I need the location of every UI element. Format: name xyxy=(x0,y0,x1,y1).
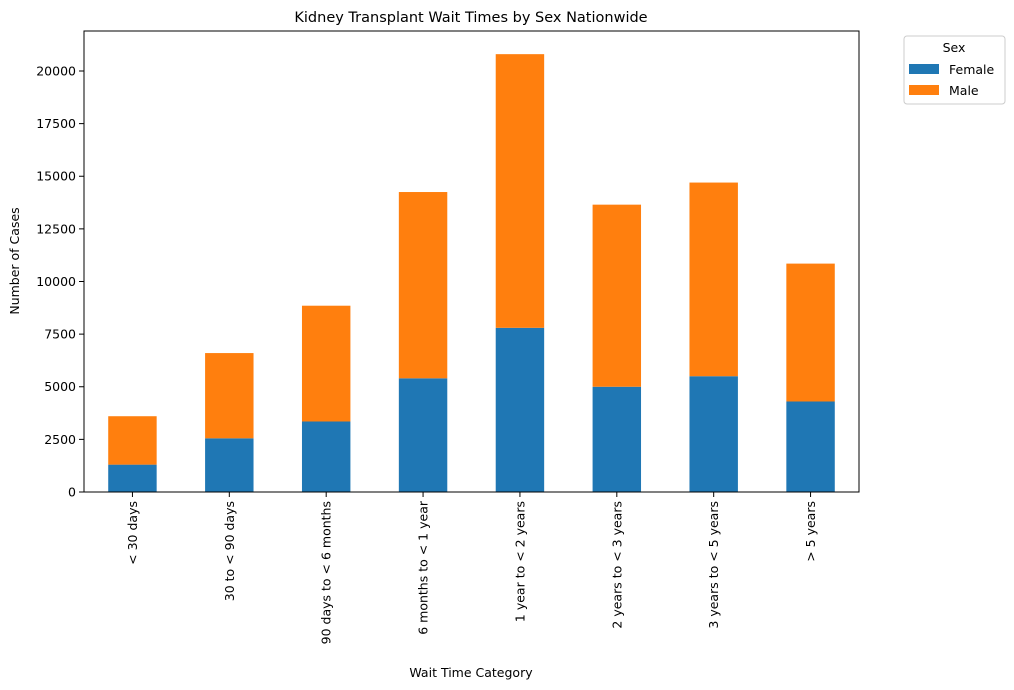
bar-female-5 xyxy=(592,386,642,492)
legend-label-female: Female xyxy=(949,62,995,77)
bar-male-0 xyxy=(108,416,157,465)
bar-female-7 xyxy=(786,401,835,492)
x-axis-label: Wait Time Category xyxy=(409,665,533,680)
legend-swatch-female xyxy=(909,64,939,74)
legend-items: Female Male xyxy=(909,62,995,98)
y-tick-label: 15000 xyxy=(36,169,76,184)
legend-label-male: Male xyxy=(949,83,979,98)
y-tick-label: 2500 xyxy=(44,432,76,447)
bars-group xyxy=(108,54,835,492)
bar-female-4 xyxy=(495,327,545,492)
y-tick-label: 12500 xyxy=(36,221,76,236)
y-axis-label: Number of Cases xyxy=(7,207,22,314)
x-ticks-group: < 30 days 30 to < 90 days 90 days to < 6 m… xyxy=(125,492,818,644)
legend: Sex Female Male xyxy=(903,35,1006,105)
x-tick-label: 3 years to < 5 years xyxy=(706,501,721,629)
x-tick-label: 1 year to < 2 years xyxy=(512,501,527,622)
x-tick-label: 90 days to < 6 months xyxy=(319,501,334,644)
legend-swatch-male xyxy=(909,85,939,95)
bar-male-4 xyxy=(495,54,545,328)
y-tick-label: 20000 xyxy=(36,63,76,78)
x-tick-label: 30 to < 90 days xyxy=(222,501,237,601)
y-ticks-group: 0 2500 5000 7500 10000 12500 15000 17500 20000 xyxy=(36,63,84,500)
legend-title: Sex xyxy=(943,40,966,55)
bar-male-1 xyxy=(205,353,254,439)
bar-male-2 xyxy=(301,305,351,422)
x-tick-label: 6 months to < 1 year xyxy=(416,500,431,635)
y-tick-label: 5000 xyxy=(44,379,76,394)
x-tick-label: > 5 years xyxy=(803,501,818,562)
bar-male-7 xyxy=(786,263,835,402)
y-tick-label: 17500 xyxy=(36,116,76,131)
bar-male-5 xyxy=(592,204,642,387)
y-tick-label: 0 xyxy=(68,485,76,500)
bar-male-3 xyxy=(398,192,448,379)
bar-female-3 xyxy=(398,378,448,492)
bar-male-6 xyxy=(689,182,738,377)
plot-frame xyxy=(83,30,860,493)
bar-female-2 xyxy=(301,421,351,492)
bar-female-1 xyxy=(205,438,254,492)
x-tick-label: < 30 days xyxy=(125,501,140,565)
bar-female-6 xyxy=(689,376,738,492)
y-tick-label: 10000 xyxy=(36,274,76,289)
y-tick-label: 7500 xyxy=(44,327,76,342)
chart-title: Kidney Transplant Wait Times by Sex Nati… xyxy=(294,10,647,26)
bar-female-0 xyxy=(108,464,157,492)
x-tick-label: 2 years to < 3 years xyxy=(609,501,624,629)
